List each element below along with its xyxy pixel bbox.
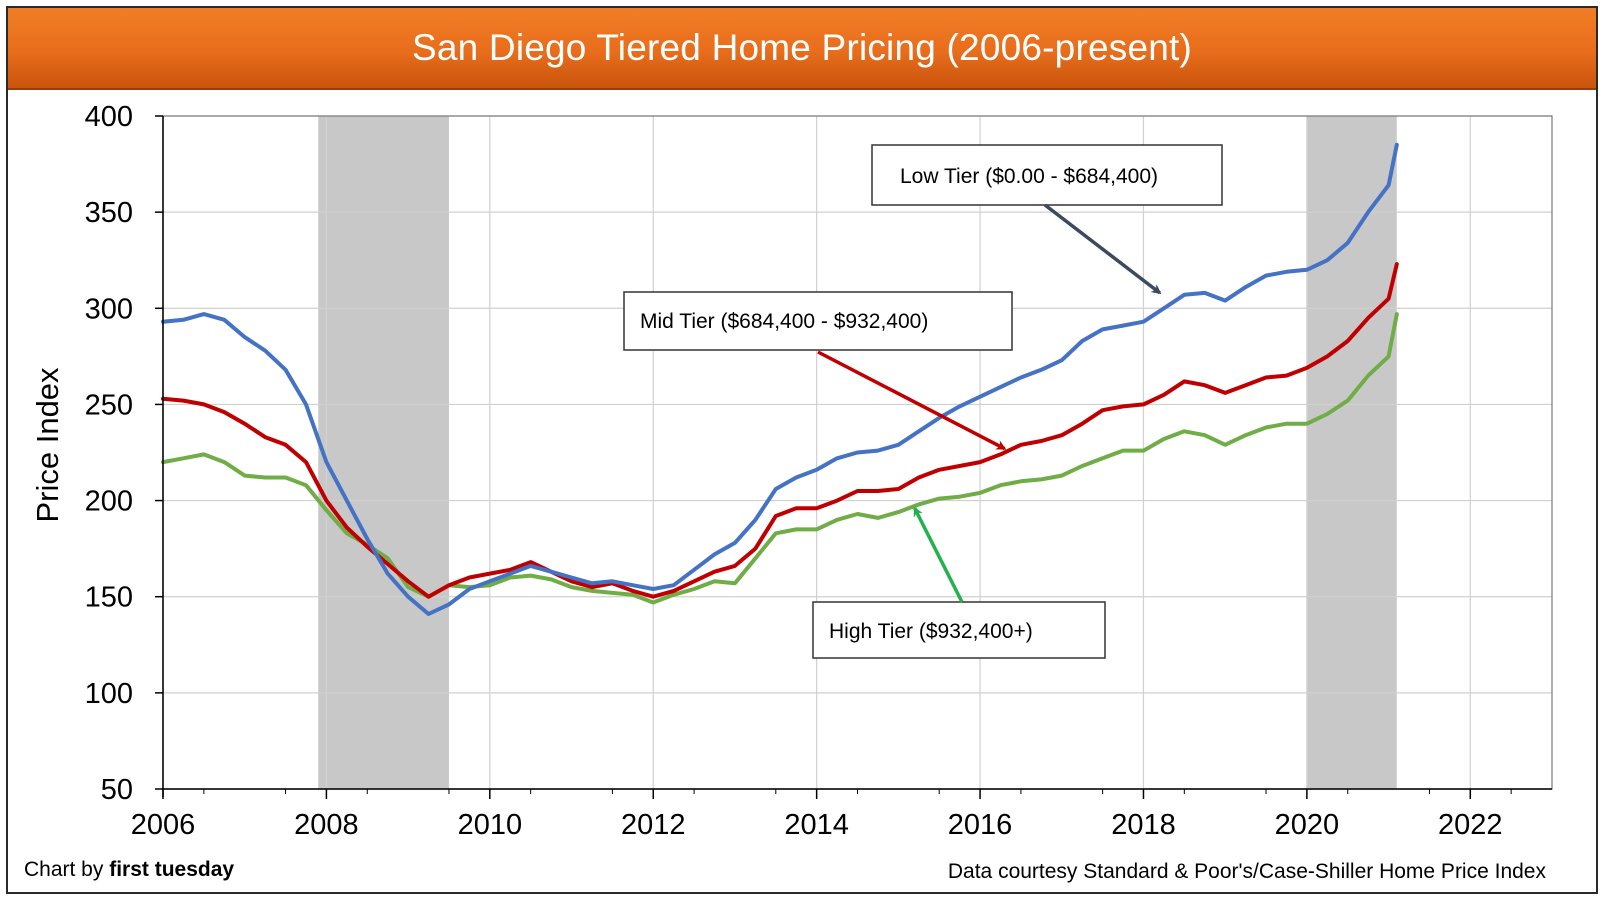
x-tick-label-2008: 2008 — [294, 809, 359, 841]
y-axis-label: Price Index — [30, 367, 65, 523]
chart-title: San Diego Tiered Home Pricing (2006-pres… — [411, 27, 1193, 68]
callout-mid-tier: Mid Tier ($684,400 - $932,400) — [623, 291, 1013, 451]
chart-credit: Chart by first tuesday — [24, 858, 234, 882]
recession-band-0 — [318, 116, 449, 789]
title-bar: San Diego Tiered Home Pricing (2006-pres… — [8, 8, 1596, 90]
series-line-low-tier — [161, 142, 1399, 616]
callout-mid-tier-text: Mid Tier ($684,400 - $932,400) — [640, 310, 928, 333]
y-tick-label-400: 400 — [85, 101, 133, 133]
axes — [155, 115, 1552, 799]
x-tick-label-2014: 2014 — [784, 809, 849, 841]
y-tick-label-350: 350 — [85, 197, 133, 229]
callout-high-tier-arrow — [913, 506, 964, 603]
x-tick-label-2012: 2012 — [621, 809, 686, 841]
callout-low-tier-arrow — [1043, 203, 1162, 295]
callout-mid-tier-arrow — [817, 350, 1007, 451]
recession-band-1 — [1306, 116, 1397, 789]
data-source-credit: Data courtesy Standard & Poor's/Case-Shi… — [947, 860, 1546, 883]
chart-credit-prefix: Chart by — [24, 858, 104, 881]
x-tick-label-2006: 2006 — [131, 809, 196, 841]
recession-shading — [318, 116, 1397, 789]
x-tick-label-2018: 2018 — [1111, 809, 1176, 841]
x-tick-label-2020: 2020 — [1275, 809, 1340, 841]
chart-credit-brand: first tuesday — [109, 858, 235, 881]
y-tick-label-100: 100 — [85, 678, 133, 710]
x-tick-label-2022: 2022 — [1438, 809, 1503, 841]
callout-low-tier: Low Tier ($0.00 - $684,400) — [871, 144, 1223, 295]
callout-high-tier: High Tier ($932,400+) — [812, 506, 1106, 659]
y-tick-label-150: 150 — [85, 582, 133, 614]
series-lines — [161, 142, 1399, 616]
y-tick-label-300: 300 — [85, 293, 133, 325]
callout-high-tier-text: High Tier ($932,400+) — [829, 620, 1033, 643]
callout-low-tier-text: Low Tier ($0.00 - $684,400) — [900, 165, 1158, 188]
x-tick-label-2010: 2010 — [458, 809, 523, 841]
y-tick-label-250: 250 — [85, 389, 133, 421]
y-tick-label-50: 50 — [101, 774, 133, 806]
tick-labels: 50 100 150 200 250 300 350 400 2006 2008 2010 2012 2… — [85, 101, 1503, 841]
y-tick-label-200: 200 — [85, 486, 133, 518]
x-tick-label-2016: 2016 — [948, 809, 1013, 841]
series-line-mid-tier — [161, 262, 1399, 599]
